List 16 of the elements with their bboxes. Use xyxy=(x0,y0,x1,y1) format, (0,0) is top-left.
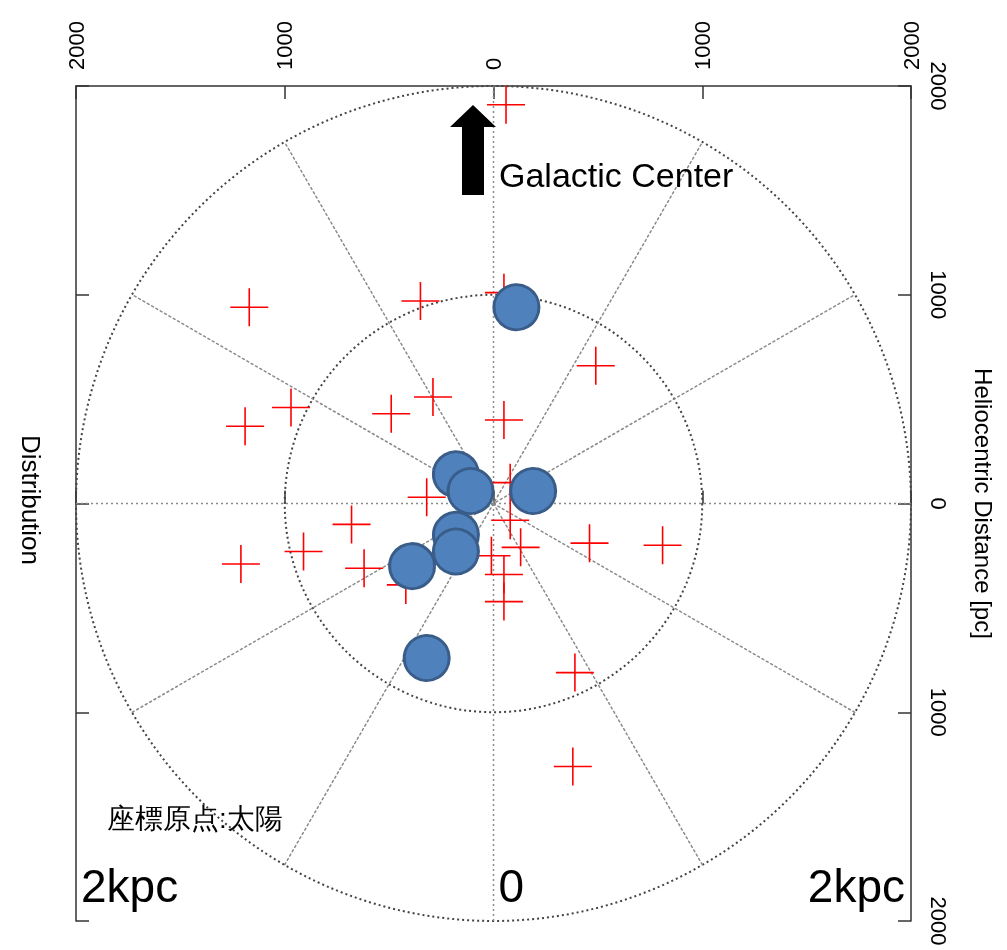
annotation: 座標原点:太陽 xyxy=(107,802,283,834)
y-tick-label: 1000 xyxy=(925,270,951,320)
x-tick-label: 1000 xyxy=(689,21,715,70)
annotation: Galactic Center xyxy=(499,156,734,194)
y-tick-label: 1000 xyxy=(925,687,951,737)
text: Distribution xyxy=(16,434,46,566)
y-axis-title: Heliocentric Distance [pc] xyxy=(969,368,997,639)
y-tick-label: 0 xyxy=(925,497,951,510)
annotation: 2kpc xyxy=(807,860,905,912)
x-tick-label: 1000 xyxy=(272,21,298,70)
annotation: 0 xyxy=(498,860,525,912)
y-tick-label: 2000 xyxy=(925,896,951,946)
annotation: 2kpc xyxy=(81,860,179,912)
x-tick-label: 2000 xyxy=(63,21,89,70)
y-tick-label: 2000 xyxy=(925,61,951,111)
x-tick-label: 0 xyxy=(481,57,506,70)
